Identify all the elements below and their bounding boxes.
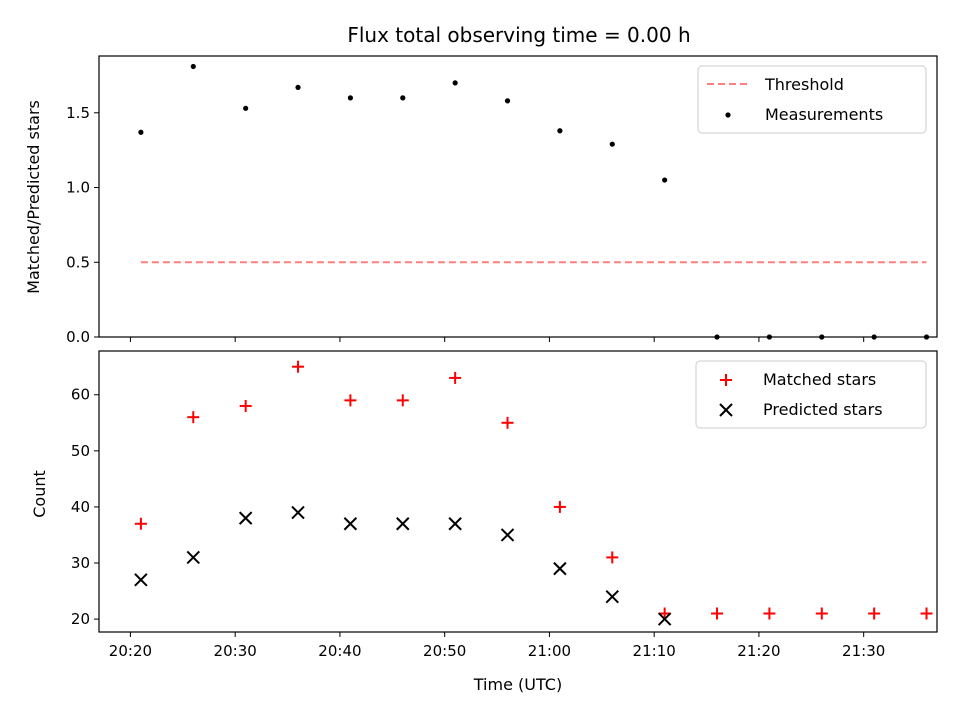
top-y-axis-label: Matched/Predicted stars [24,100,43,294]
y-tick-label: 50 [71,442,90,460]
matched-stars-point [711,607,724,620]
bottom-panel: 20 30 40 50 60 20:20 20:30 20:40 20:50 21:00 21:1… [30,350,938,694]
bottom-legend-box [695,360,927,429]
y-tick-label: 30 [71,554,90,572]
y-tick-label: 60 [71,386,90,404]
matched-stars-point [344,394,357,407]
predicted-stars-point [657,612,672,626]
matched-stars-point [920,607,933,620]
measurement-point [557,128,563,134]
predicted-stars-point [500,528,515,542]
measurement-point [400,95,406,101]
y-tick-label: 40 [71,498,90,516]
bottom-x-axis: 20:20 20:30 20:40 20:50 21:00 21:10 21:20 21:30 [109,632,885,660]
x-tick-label: 20:50 [423,642,466,660]
measurement-point [452,80,458,86]
chart-title: Flux total observing time = 0.00 h [347,23,690,47]
bottom-plot-marks [134,360,933,626]
legend-threshold-label: Threshold [764,75,844,94]
predicted-stars-point [238,511,253,525]
matched-stars-point [187,411,200,424]
measurement-point [138,129,144,135]
matched-stars-point [815,607,828,620]
legend-matched-label: Matched stars [763,370,876,389]
x-tick-label: 21:30 [842,642,885,660]
y-tick-label: 1.5 [66,104,90,122]
legend-predicted-swatch [719,403,733,417]
predicted-stars-point [553,561,567,576]
top-legend: Threshold Measurements [697,65,927,134]
legend-predicted-label: Predicted stars [763,400,883,419]
bottom-axes-frame [98,350,938,633]
predicted-stars-point [448,517,462,531]
matched-stars-point [868,607,881,620]
matched-stars-point [449,371,462,384]
x-tick-label: 20:40 [318,642,361,660]
matched-stars-point [501,416,514,429]
bottom-y-axis: 20 30 40 50 60 [71,386,99,628]
legend-measurements-swatch [725,112,731,118]
matched-stars-point [658,607,671,620]
measurement-point [609,141,615,147]
x-tick-label: 21:00 [528,642,571,660]
matched-stars-point [396,394,409,407]
matched-stars-point [134,517,147,530]
top-x-ticks [129,337,865,342]
predicted-stars-point [605,589,619,604]
bottom-y-axis-label: Count [30,470,49,518]
measurement-point [295,84,301,90]
predicted-stars-point [291,505,305,520]
matched-stars-point [553,500,566,513]
x-tick-label: 21:10 [633,642,676,660]
y-tick-label: 20 [71,610,90,628]
top-y-axis: 0.0 0.5 1.0 1.5 [66,104,99,346]
measurement-point [504,98,511,104]
matched-stars-point [292,360,305,373]
x-tick-label: 21:20 [737,642,780,660]
top-axes-frame [98,55,938,338]
predicted-stars-point [396,517,410,531]
legend-measurements-label: Measurements [765,105,883,124]
predicted-stars-point [343,517,358,531]
x-axis-label: Time (UTC) [473,675,562,694]
top-plot-marks [138,63,930,340]
x-tick-label: 20:30 [214,642,257,660]
bottom-legend: Matched stars Predicted stars [695,360,927,429]
y-tick-label: 0.5 [66,253,90,271]
matched-stars-point [763,607,776,620]
legend-matched-swatch [720,374,732,386]
predicted-stars-point [186,550,200,565]
matched-stars-point [606,551,619,564]
y-tick-label: 0.0 [66,328,90,346]
matched-stars-point [239,399,252,412]
top-legend-box [697,65,927,134]
measurement-point [662,177,668,183]
measurement-point [243,105,249,111]
measurement-point [190,63,196,70]
predicted-stars-point [134,573,148,587]
y-tick-label: 1.0 [66,179,90,197]
measurement-point [347,95,353,101]
x-tick-label: 20:20 [109,642,152,660]
top-panel: 0.0 0.5 1.0 1.5 Matched/Predicted stars Thr… [24,55,938,346]
